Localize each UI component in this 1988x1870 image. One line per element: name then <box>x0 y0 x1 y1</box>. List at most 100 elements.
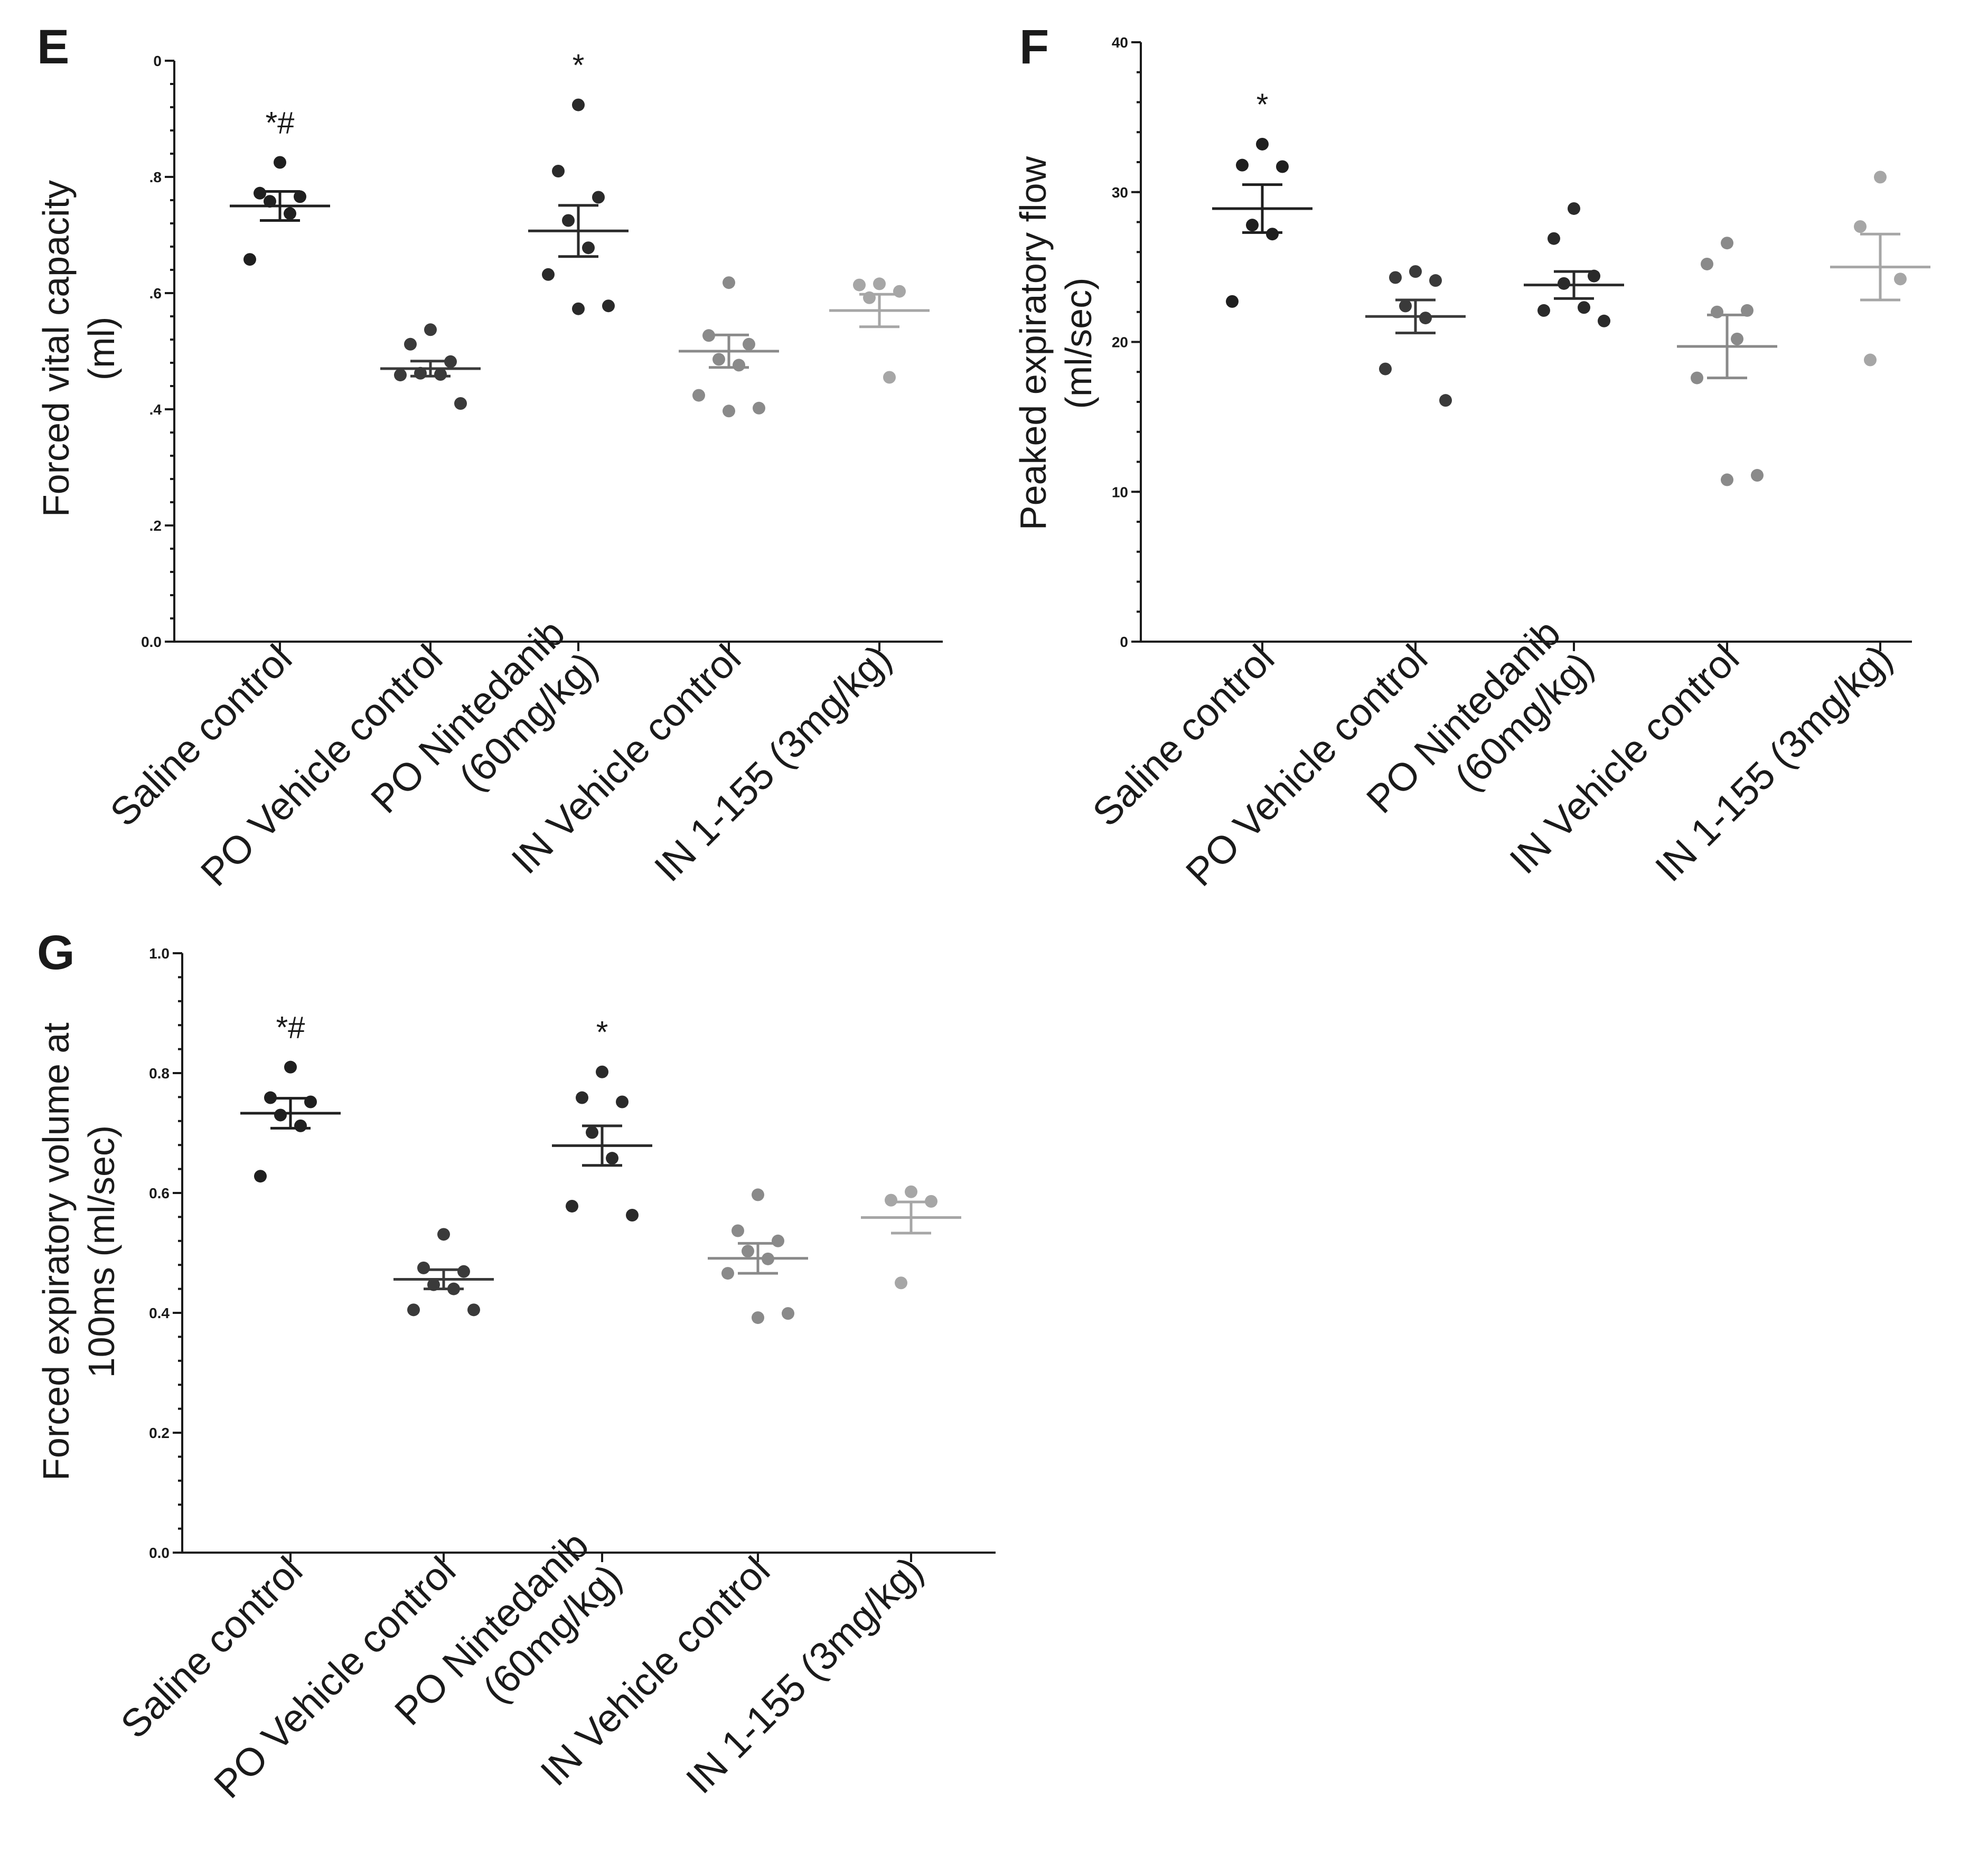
y-axis-label: Peaked expiratory flow (ml/sec) <box>1012 156 1099 530</box>
y-tick-label: 0.2 <box>149 1425 170 1441</box>
y-tick-label: 0.6 <box>149 1185 170 1201</box>
data-point <box>723 276 735 289</box>
data-point <box>596 1065 608 1078</box>
data-point <box>1389 271 1402 284</box>
data-point <box>1568 202 1580 215</box>
data-point <box>1711 305 1723 318</box>
data-point <box>592 191 605 204</box>
data-point <box>782 1307 794 1320</box>
y-axis-label-line: (ml) <box>81 317 122 380</box>
data-point <box>447 1282 460 1295</box>
panel-g: G 0.0 0.2 0.4 0.6 0.8 1.0 Forced expiratory vol… <box>35 926 996 1807</box>
data-point <box>1864 353 1877 367</box>
data-point <box>712 353 725 366</box>
data-point <box>417 1261 430 1274</box>
data-point <box>457 1265 470 1278</box>
significance-label: * <box>573 49 585 83</box>
data-point <box>1588 269 1600 283</box>
data-point <box>1751 469 1764 482</box>
y-tick-label: 0.0 <box>149 1545 170 1561</box>
y-axis-label-line: Forced expiratory volume at <box>35 1022 77 1481</box>
data-point <box>274 156 286 169</box>
data-point <box>752 1311 764 1324</box>
data-point <box>394 369 407 382</box>
data-point <box>742 1245 754 1258</box>
y-axis-label-line: Forced vital capacity <box>35 180 77 517</box>
y-axis-label-line: 100ms (ml/sec) <box>81 1125 122 1378</box>
data-point <box>692 389 705 402</box>
data-point <box>467 1303 480 1317</box>
y-axis-label: Forced vital capacity (ml) <box>35 180 122 517</box>
data-point <box>582 241 595 255</box>
data-point <box>264 1091 277 1104</box>
data-point <box>752 1188 764 1201</box>
panel-label: G <box>37 926 75 980</box>
data-point <box>407 1303 420 1317</box>
data-point <box>572 98 585 111</box>
y-tick-label: .4 <box>149 401 162 418</box>
data-point <box>616 1095 629 1108</box>
significance-label: *# <box>276 1011 305 1045</box>
data-point <box>274 1108 287 1122</box>
data-point <box>723 405 735 418</box>
data-point <box>1276 160 1289 173</box>
data-point <box>552 165 565 177</box>
data-point <box>1236 158 1249 172</box>
y-axis-label: Forced expiratory volume at 100ms (ml/sec… <box>35 1022 122 1481</box>
panel-e: E 0.0 .2 .4 .6 .8 0 Forced vital capacity (ml) *#… <box>35 20 943 895</box>
data-point <box>304 1095 317 1108</box>
y-tick-label: 0.8 <box>149 1065 170 1082</box>
y-tick-label: 30 <box>1112 184 1128 201</box>
data-point <box>1419 312 1432 325</box>
data-point <box>1721 237 1733 250</box>
data-point <box>606 1152 618 1165</box>
data-point <box>1731 332 1743 345</box>
data-point <box>1691 371 1703 384</box>
data-point <box>414 367 427 380</box>
y-axis-label-line: Peaked expiratory flow <box>1012 156 1054 530</box>
data-point <box>1701 257 1713 270</box>
data-point <box>1854 220 1867 233</box>
data-point <box>873 277 886 290</box>
significance-label: * <box>596 1016 608 1050</box>
data-point <box>284 207 296 220</box>
data-point <box>1226 295 1239 308</box>
data-point <box>893 285 906 298</box>
data-point <box>562 214 575 227</box>
data-point <box>576 1091 588 1104</box>
data-point <box>753 401 765 415</box>
data-point <box>1874 171 1887 184</box>
data-point <box>1537 304 1550 317</box>
data-point <box>732 1224 744 1237</box>
panel-label: F <box>1019 20 1049 74</box>
data-point <box>853 278 866 292</box>
data-point <box>925 1195 937 1208</box>
data-point <box>427 1278 440 1291</box>
data-point <box>254 186 266 200</box>
y-tick-label: .6 <box>149 285 162 302</box>
data-point <box>437 1228 450 1241</box>
data-point <box>1256 137 1269 151</box>
y-tick-label: .2 <box>149 518 162 534</box>
data-point <box>772 1234 784 1247</box>
data-point <box>602 299 615 313</box>
data-point <box>294 1119 307 1132</box>
y-tick-label: 10 <box>1112 484 1128 500</box>
data-point <box>1578 301 1590 314</box>
y-tick-label: 0 <box>153 53 162 69</box>
data-point <box>284 1060 297 1074</box>
data-point <box>1439 394 1452 407</box>
data-point <box>1429 274 1442 287</box>
significance-label: * <box>1256 88 1269 122</box>
data-point <box>1266 228 1279 241</box>
data-point <box>444 355 457 368</box>
y-tick-label: 40 <box>1112 34 1128 51</box>
data-point <box>733 359 745 372</box>
data-point <box>895 1276 907 1290</box>
data-point <box>542 268 555 281</box>
data-point <box>294 190 306 203</box>
panel-label: E <box>37 20 69 74</box>
data-point <box>883 371 896 384</box>
y-tick-label: .8 <box>149 169 162 185</box>
